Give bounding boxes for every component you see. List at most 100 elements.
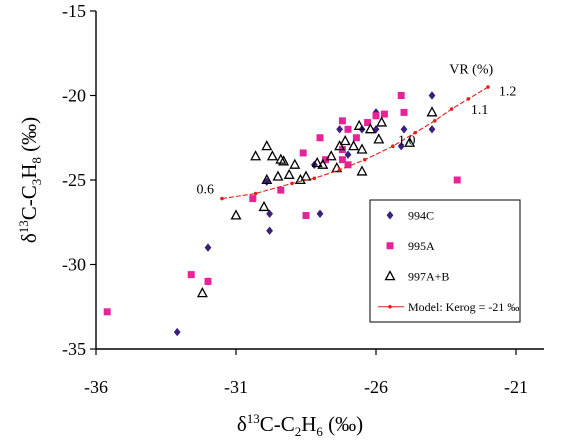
axes: -15 -20 -25 -30 -35 -36 -31 -26 -21: [62, 1, 544, 397]
legend-label: 995A: [408, 239, 435, 253]
legend-label: Model: Kerog = -21 ‰: [408, 300, 519, 314]
series-4: [220, 85, 490, 201]
data-point: [250, 150, 262, 161]
data-point: [277, 186, 285, 194]
data-point: [173, 327, 181, 337]
data-point: [103, 308, 111, 316]
annotation-label: 0.6: [196, 183, 214, 198]
data-point: [376, 116, 388, 127]
data-point: [338, 117, 346, 125]
data-point: [261, 140, 273, 151]
data-point: [364, 119, 372, 127]
data-point: [311, 156, 323, 168]
data-point: [404, 136, 416, 147]
legend-marker: [386, 211, 394, 220]
legend-marker: [388, 304, 392, 309]
data-point: [364, 123, 376, 134]
data-point: [220, 196, 224, 201]
data-point: [316, 209, 324, 218]
data-point: [336, 125, 343, 134]
data-point: [338, 156, 346, 164]
data-point: [353, 119, 365, 130]
data-point: [373, 133, 385, 144]
data-point: [339, 134, 351, 146]
data-point: [325, 150, 337, 161]
data-point: [449, 107, 454, 111]
data-point: [428, 125, 436, 134]
data-point: [230, 209, 242, 220]
legend-label: 997A+B: [408, 269, 449, 283]
x-tick-label: -36: [84, 377, 108, 397]
y-axis-label: δ13C-C3H8 (‰): [16, 117, 44, 243]
data-point: [356, 165, 368, 176]
x-tick-label: -26: [364, 377, 388, 397]
data-point: [289, 158, 301, 169]
annotation-label: 1.0: [398, 134, 416, 149]
x-tick-label: -31: [224, 377, 248, 397]
y-tick-label: -15: [62, 1, 86, 21]
data-point: [266, 226, 273, 235]
data-point: [302, 211, 310, 219]
data-point: [283, 168, 295, 179]
data-point: [363, 157, 367, 162]
annotation-label: 1.2: [499, 85, 517, 100]
legend-box: [369, 199, 521, 323]
data-point: [348, 140, 360, 151]
y-tick-label: -25: [62, 170, 86, 190]
data-point: [258, 200, 270, 212]
data-point: [428, 91, 436, 100]
data-point: [337, 168, 342, 172]
data-point: [261, 173, 273, 185]
data-point: [272, 170, 284, 181]
data-point: [266, 150, 278, 161]
data-point: [266, 209, 273, 218]
data-point: [372, 112, 380, 120]
data-point: [453, 176, 461, 184]
data-point: [290, 181, 294, 186]
data-point: [312, 176, 317, 181]
model-curve: [221, 86, 489, 200]
data-point: [278, 155, 290, 166]
data-point: [486, 85, 490, 89]
data-point: [380, 110, 388, 118]
y-tick-label: -20: [62, 86, 86, 106]
x-axis-label: δ13C-C2H6 (‰): [237, 411, 363, 439]
data-point: [397, 92, 405, 99]
data-point: [253, 191, 258, 196]
data-point: [352, 134, 360, 142]
data-point: [299, 149, 307, 157]
data-point: [433, 119, 437, 123]
annotations: VR (%) 0.6 1.0 1.1 1.2: [196, 63, 516, 198]
legend-marker: [384, 270, 396, 281]
data-point: [317, 158, 329, 169]
legend: 994C 995A 997A+B Model: Kerog = -21 ‰: [369, 199, 521, 323]
legend-marker: [386, 242, 394, 250]
data-point: [413, 130, 418, 135]
data-point: [331, 161, 343, 173]
series-3: [196, 106, 438, 298]
y-tick-label: -35: [62, 339, 86, 359]
data-point: [204, 243, 212, 252]
data-point: [196, 287, 208, 298]
data-point: [249, 195, 257, 203]
annotation-label: 1.1: [471, 103, 489, 118]
data-point: [466, 97, 471, 101]
data-point: [391, 144, 395, 148]
y-tick-label: -30: [62, 255, 86, 275]
data-point: [400, 108, 408, 116]
data-point: [187, 271, 195, 279]
data-point: [344, 125, 352, 133]
data-point: [426, 106, 438, 117]
annotation-label: VR (%): [449, 63, 493, 78]
data-point: [316, 134, 324, 142]
data-point: [356, 143, 368, 154]
legend-label: 994C: [408, 208, 434, 222]
data-point: [344, 150, 352, 159]
data-point: [372, 125, 380, 134]
data-point: [322, 156, 330, 164]
series-layer: [103, 85, 490, 337]
data-point: [344, 161, 352, 169]
data-point: [334, 140, 346, 151]
x-tick-label: -21: [504, 377, 528, 397]
